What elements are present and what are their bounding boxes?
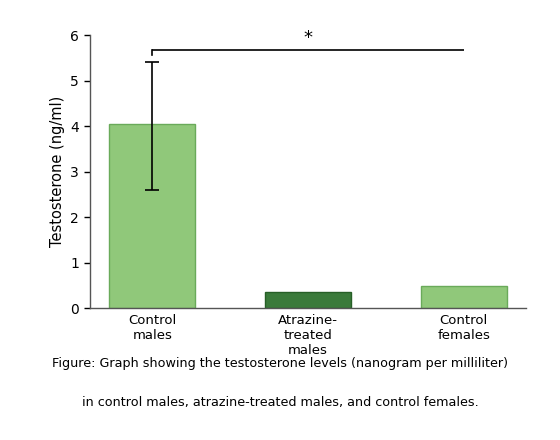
- Bar: [265, 292, 351, 308]
- Y-axis label: Testosterone (ng/ml): Testosterone (ng/ml): [50, 96, 65, 247]
- Bar: [109, 124, 195, 308]
- Text: Figure: Graph showing the testosterone levels (nanogram per milliliter): Figure: Graph showing the testosterone l…: [52, 356, 508, 370]
- Bar: [421, 286, 507, 308]
- Text: in control males, atrazine-treated males, and control females.: in control males, atrazine-treated males…: [82, 396, 478, 409]
- Text: *: *: [304, 29, 312, 48]
